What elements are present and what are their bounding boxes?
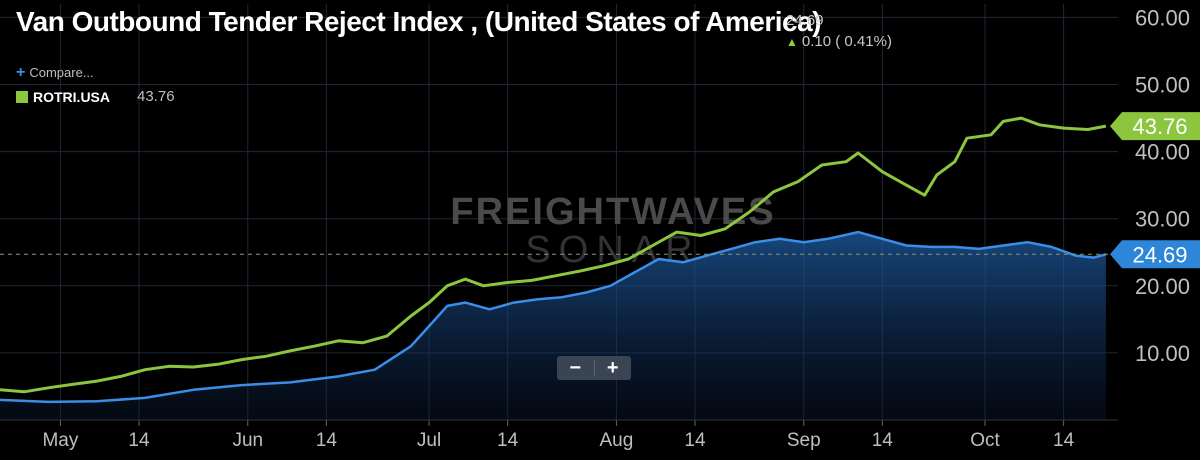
watermark-line1: FREIGHTWAVES [450,191,775,233]
x-tick-label: Jun [232,430,263,451]
up-arrow-icon: ▲ [786,35,798,49]
zoom-control: − + [557,356,631,380]
x-tick-label: 14 [128,430,150,451]
plus-icon: + [16,64,26,81]
blue-last-value-tag [1110,240,1200,269]
x-tick-label: 14 [316,430,338,451]
x-tick-label: Oct [970,430,1000,451]
y-tick-label: 60.00 [1135,5,1190,30]
y-tick-label: 50.00 [1135,73,1190,98]
x-tick-label: 14 [497,430,519,451]
y-tick-label: 20.00 [1135,274,1190,299]
change-text: 0.10 ( 0.41%) [801,33,892,50]
x-tick-label: Sep [787,430,821,451]
y-tick-label: 30.00 [1135,207,1190,232]
blue-last-value-tag-label: 24.69 [1132,242,1187,267]
compare-button[interactable]: + Compare... [16,64,175,82]
x-tick-label: 14 [1053,430,1075,451]
zoom-in-button[interactable]: + [606,357,619,379]
legend: + Compare... ROTRI.USA 43.76 [16,64,175,105]
x-tick-label: Jul [417,430,441,451]
legend-series-name: ROTRI.USA [33,88,110,105]
legend-swatch [16,90,28,103]
series-area-blue [0,232,1106,420]
x-tick-label: Aug [600,430,634,451]
green-last-value-tag [1110,112,1200,141]
zoom-divider [593,360,595,376]
legend-series-row[interactable]: ROTRI.USA 43.76 [16,88,175,105]
compare-label: Compare... [29,65,94,80]
x-tick-label: 14 [684,430,706,451]
page-title: Van Outbound Tender Reject Index , (Unit… [16,6,821,37]
series-line-blue [0,230,1107,404]
y-tick-label: 10.00 [1135,341,1190,366]
header-value: 24.69 [786,12,824,29]
series-line-green [0,116,1107,394]
legend-series-value: 43.76 [137,88,175,105]
zoom-out-button[interactable]: − [569,357,582,379]
title-block: Van Outbound Tender Reject Index , (Unit… [16,6,821,38]
x-tick-label: May [42,430,78,451]
header-change: ▲ 0.10 ( 0.41%) [786,33,892,50]
green-last-value-tag-label: 43.76 [1132,114,1187,139]
y-tick-label: 40.00 [1135,140,1190,165]
x-tick-label: 14 [872,430,894,451]
